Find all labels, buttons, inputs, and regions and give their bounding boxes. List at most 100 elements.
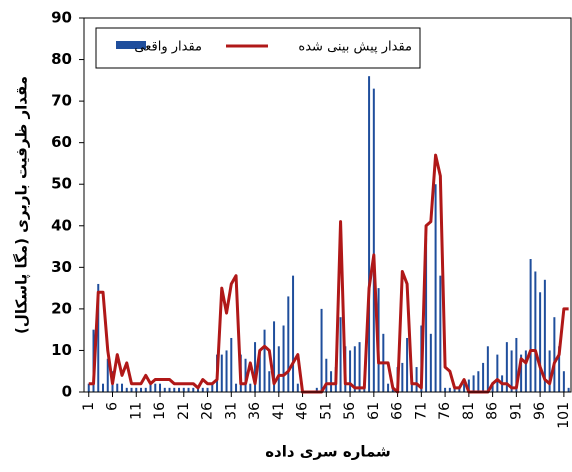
bar xyxy=(130,387,133,392)
plot-frame xyxy=(83,17,572,393)
bar xyxy=(548,350,551,392)
bar xyxy=(315,387,318,392)
y-tick-label: 90 xyxy=(51,9,72,27)
bar xyxy=(358,342,361,392)
bar xyxy=(391,387,394,392)
bar xyxy=(168,387,171,392)
bar xyxy=(463,383,466,392)
bar xyxy=(187,387,190,392)
bar xyxy=(491,383,494,392)
bar xyxy=(125,387,128,392)
bar xyxy=(448,387,451,392)
bar xyxy=(249,383,252,392)
x-tick-label: 11 xyxy=(128,402,144,420)
bar xyxy=(553,317,556,392)
bar xyxy=(201,387,204,392)
bar xyxy=(444,387,447,392)
bar xyxy=(197,387,200,392)
x-tick-label: 56 xyxy=(342,402,358,420)
x-tick-label: 96 xyxy=(532,402,548,420)
bar xyxy=(410,383,413,392)
bar xyxy=(254,342,257,392)
bar xyxy=(477,371,480,392)
bar xyxy=(496,354,499,392)
x-tick-label: 26 xyxy=(200,402,216,420)
bar xyxy=(102,383,105,392)
bar xyxy=(387,383,390,392)
x-tick-label: 51 xyxy=(318,402,334,420)
line xyxy=(88,153,569,394)
bar xyxy=(486,346,489,392)
x-tick-label: 61 xyxy=(366,402,382,420)
bar xyxy=(263,329,266,392)
bar xyxy=(225,350,228,392)
y-tick-label: 30 xyxy=(51,258,72,276)
bar xyxy=(325,358,328,392)
bar xyxy=(472,375,475,392)
bar xyxy=(97,283,100,392)
x-tick-label: 66 xyxy=(390,402,406,420)
bar xyxy=(292,275,295,392)
bar xyxy=(434,184,437,392)
bar xyxy=(140,387,143,392)
x-tick-label: 6 xyxy=(105,402,121,411)
bar xyxy=(192,387,195,392)
bar xyxy=(562,371,565,392)
bar xyxy=(116,383,119,392)
bar xyxy=(353,346,356,392)
bar xyxy=(154,383,157,392)
bar xyxy=(121,383,124,392)
bar xyxy=(320,308,323,392)
bar xyxy=(182,387,185,392)
bar xyxy=(439,275,442,392)
x-axis-label: شماره سری داده xyxy=(265,443,391,461)
bar xyxy=(178,387,181,392)
bar xyxy=(429,333,432,392)
x-tick-label: 76 xyxy=(437,402,453,420)
legend-box xyxy=(95,27,421,69)
x-tick-label: 86 xyxy=(485,402,501,420)
x-tick-label: 81 xyxy=(461,402,477,420)
x-tick-label: 46 xyxy=(295,402,311,420)
bar xyxy=(401,362,404,392)
bar xyxy=(458,387,461,392)
bar xyxy=(510,350,513,392)
bar xyxy=(406,337,409,392)
bar xyxy=(567,387,570,392)
legend-label: مقدار پیش بینی شده xyxy=(298,40,412,55)
bar xyxy=(453,387,456,392)
bar xyxy=(520,354,523,392)
bar xyxy=(287,296,290,392)
y-tick-label: 50 xyxy=(51,175,72,193)
y-tick-label: 80 xyxy=(51,50,72,68)
bar xyxy=(330,371,333,392)
x-tick-label: 1 xyxy=(81,402,97,411)
bar xyxy=(524,350,527,392)
x-tick-label: 21 xyxy=(176,402,192,420)
bar xyxy=(258,350,261,392)
bar xyxy=(372,88,375,393)
bar xyxy=(87,383,90,392)
bar xyxy=(211,383,214,392)
bar xyxy=(268,371,271,392)
bar xyxy=(220,354,223,392)
bar xyxy=(425,238,428,392)
bar xyxy=(296,383,299,392)
bar xyxy=(529,259,532,392)
legend-label: مقدار واقعی xyxy=(134,40,202,55)
y-tick-label: 70 xyxy=(51,92,72,110)
bar xyxy=(543,279,546,392)
x-tick-label: 71 xyxy=(413,402,429,420)
bar xyxy=(482,362,485,392)
bar xyxy=(558,346,561,392)
y-tick-label: 40 xyxy=(51,216,72,234)
bar xyxy=(159,383,162,392)
y-tick-label: 20 xyxy=(51,299,72,317)
bar xyxy=(467,379,470,392)
bar xyxy=(505,342,508,392)
bar xyxy=(339,317,342,392)
bar xyxy=(539,292,542,392)
y-tick-label: 0 xyxy=(62,383,72,401)
bar xyxy=(144,387,147,392)
